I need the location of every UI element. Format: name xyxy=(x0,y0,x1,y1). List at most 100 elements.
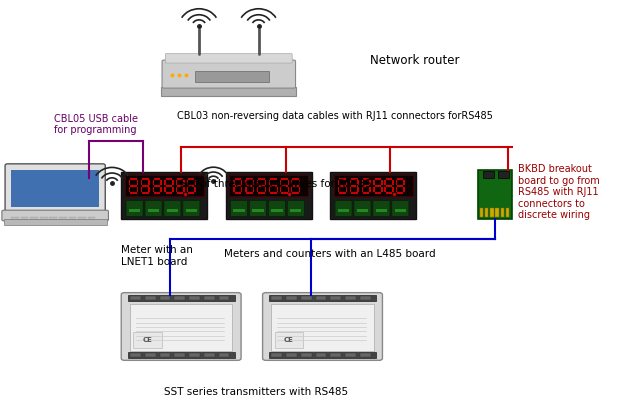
FancyBboxPatch shape xyxy=(354,201,371,216)
Bar xyxy=(128,295,234,301)
Bar xyxy=(381,180,383,185)
FancyBboxPatch shape xyxy=(183,201,200,216)
Bar xyxy=(277,180,278,185)
FancyBboxPatch shape xyxy=(373,201,390,216)
Bar xyxy=(376,209,387,212)
Bar xyxy=(339,185,346,187)
Bar xyxy=(124,176,204,196)
Bar xyxy=(291,180,292,185)
Bar xyxy=(165,192,172,194)
Bar xyxy=(360,353,371,357)
Bar xyxy=(506,208,509,217)
Bar xyxy=(271,304,374,351)
Bar xyxy=(246,178,253,180)
Bar xyxy=(363,185,369,187)
Bar xyxy=(357,209,368,212)
FancyBboxPatch shape xyxy=(145,201,162,216)
Bar xyxy=(68,219,76,221)
Bar xyxy=(40,219,47,221)
Bar xyxy=(167,209,178,212)
Bar xyxy=(363,192,369,194)
Bar xyxy=(384,180,386,185)
Bar xyxy=(483,171,494,178)
Bar xyxy=(381,187,383,192)
Bar xyxy=(188,185,195,187)
Bar xyxy=(175,180,177,185)
Bar xyxy=(129,209,140,212)
Bar xyxy=(485,208,488,217)
Bar xyxy=(241,180,243,185)
Bar xyxy=(246,185,253,187)
Bar xyxy=(177,192,183,194)
Text: SST series transmitters with RS485: SST series transmitters with RS485 xyxy=(164,387,348,397)
FancyBboxPatch shape xyxy=(162,60,295,88)
Bar xyxy=(345,296,356,300)
Bar xyxy=(160,296,170,300)
Bar xyxy=(271,209,282,212)
Bar xyxy=(226,172,312,219)
Bar xyxy=(130,185,137,187)
Bar xyxy=(299,180,300,185)
Bar xyxy=(78,219,86,221)
Bar xyxy=(290,209,302,212)
Bar xyxy=(234,192,241,194)
Bar xyxy=(361,180,363,185)
Bar xyxy=(160,187,162,192)
Bar xyxy=(299,187,300,192)
Bar xyxy=(360,296,371,300)
Bar xyxy=(164,180,166,185)
Bar xyxy=(339,192,346,194)
Bar xyxy=(269,352,376,358)
Bar xyxy=(369,187,371,192)
Bar xyxy=(386,178,392,180)
Bar xyxy=(288,180,289,185)
Bar xyxy=(219,353,230,357)
Bar xyxy=(149,180,150,185)
Bar xyxy=(280,180,281,185)
Bar xyxy=(154,185,160,187)
Bar xyxy=(396,187,397,192)
Bar xyxy=(59,221,67,223)
FancyBboxPatch shape xyxy=(2,210,108,221)
FancyBboxPatch shape xyxy=(164,201,181,216)
Bar xyxy=(145,296,156,300)
Bar xyxy=(172,187,174,192)
Bar xyxy=(292,178,299,180)
Bar xyxy=(177,178,183,180)
Bar xyxy=(11,217,19,218)
Bar xyxy=(233,180,234,185)
Bar xyxy=(133,332,162,348)
Bar xyxy=(292,185,299,187)
Text: CE: CE xyxy=(284,337,294,343)
Bar xyxy=(395,209,406,212)
Text: CBL05 USB cable
for programming: CBL05 USB cable for programming xyxy=(53,114,137,135)
Bar xyxy=(350,180,351,185)
Bar xyxy=(149,187,150,192)
Bar xyxy=(286,353,297,357)
Bar xyxy=(301,296,312,300)
Text: Meters and counters with an L485 board: Meters and counters with an L485 board xyxy=(224,249,435,259)
Bar xyxy=(478,170,511,219)
Bar xyxy=(233,209,244,212)
Bar xyxy=(21,219,29,221)
Bar xyxy=(403,180,405,185)
Bar xyxy=(183,187,185,192)
Bar xyxy=(30,219,38,221)
Bar xyxy=(397,178,404,180)
Bar xyxy=(142,192,149,194)
Bar xyxy=(160,353,170,357)
Bar xyxy=(330,296,341,300)
Text: Network router: Network router xyxy=(370,55,460,67)
Bar xyxy=(384,187,386,192)
Bar xyxy=(88,221,95,223)
Bar xyxy=(373,187,374,192)
Bar xyxy=(269,187,271,192)
Bar xyxy=(288,187,289,192)
Bar xyxy=(189,296,200,300)
Bar xyxy=(265,187,266,192)
Bar xyxy=(301,353,312,357)
Bar xyxy=(241,187,243,192)
Bar xyxy=(386,192,392,194)
Bar xyxy=(498,171,509,178)
Bar xyxy=(271,353,282,357)
